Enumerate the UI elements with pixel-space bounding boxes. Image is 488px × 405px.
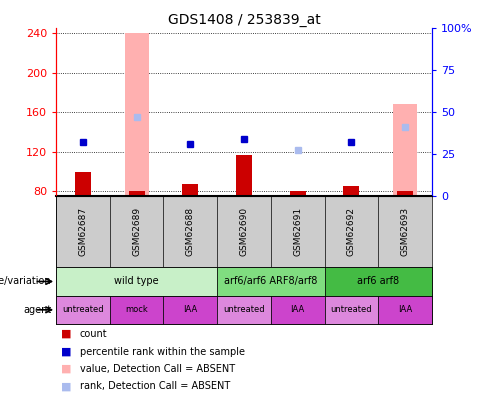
Bar — [344, 185, 359, 196]
Text: rank, Detection Call = ABSENT: rank, Detection Call = ABSENT — [80, 382, 230, 391]
Bar — [325, 296, 378, 324]
Text: untreated: untreated — [330, 305, 372, 314]
Bar — [393, 104, 417, 196]
Text: agent: agent — [23, 305, 51, 315]
Text: IAA: IAA — [290, 305, 305, 314]
Bar — [378, 296, 432, 324]
Text: untreated: untreated — [223, 305, 265, 314]
Text: ■: ■ — [61, 382, 72, 391]
Bar — [397, 192, 413, 196]
Text: mock: mock — [125, 305, 148, 314]
Text: ■: ■ — [61, 329, 72, 339]
Bar — [129, 192, 144, 196]
Bar — [217, 296, 271, 324]
Bar — [325, 267, 432, 296]
Text: arf6 arf8: arf6 arf8 — [357, 277, 399, 286]
Bar — [217, 267, 325, 296]
Bar — [183, 183, 198, 196]
Bar — [75, 172, 91, 196]
Text: IAA: IAA — [183, 305, 198, 314]
Text: GSM62689: GSM62689 — [132, 207, 141, 256]
Text: value, Detection Call = ABSENT: value, Detection Call = ABSENT — [80, 364, 235, 374]
Text: IAA: IAA — [398, 305, 412, 314]
Bar — [124, 33, 149, 196]
Text: GSM62692: GSM62692 — [347, 207, 356, 256]
Bar — [271, 296, 325, 324]
Text: GSM62691: GSM62691 — [293, 207, 302, 256]
Bar — [236, 155, 252, 196]
Text: count: count — [80, 329, 107, 339]
Text: GSM62687: GSM62687 — [79, 207, 87, 256]
Bar — [56, 296, 110, 324]
Text: GSM62688: GSM62688 — [186, 207, 195, 256]
Text: GSM62690: GSM62690 — [240, 207, 248, 256]
Bar — [290, 192, 305, 196]
Text: percentile rank within the sample: percentile rank within the sample — [80, 347, 244, 356]
Text: ■: ■ — [61, 364, 72, 374]
Bar — [163, 296, 217, 324]
Text: genotype/variation: genotype/variation — [0, 277, 51, 286]
Text: GSM62693: GSM62693 — [401, 207, 409, 256]
Text: ■: ■ — [61, 347, 72, 356]
Bar — [56, 267, 217, 296]
Title: GDS1408 / 253839_at: GDS1408 / 253839_at — [167, 13, 321, 27]
Text: untreated: untreated — [62, 305, 104, 314]
Bar — [110, 296, 163, 324]
Text: wild type: wild type — [114, 277, 159, 286]
Text: arf6/arf6 ARF8/arf8: arf6/arf6 ARF8/arf8 — [224, 277, 318, 286]
